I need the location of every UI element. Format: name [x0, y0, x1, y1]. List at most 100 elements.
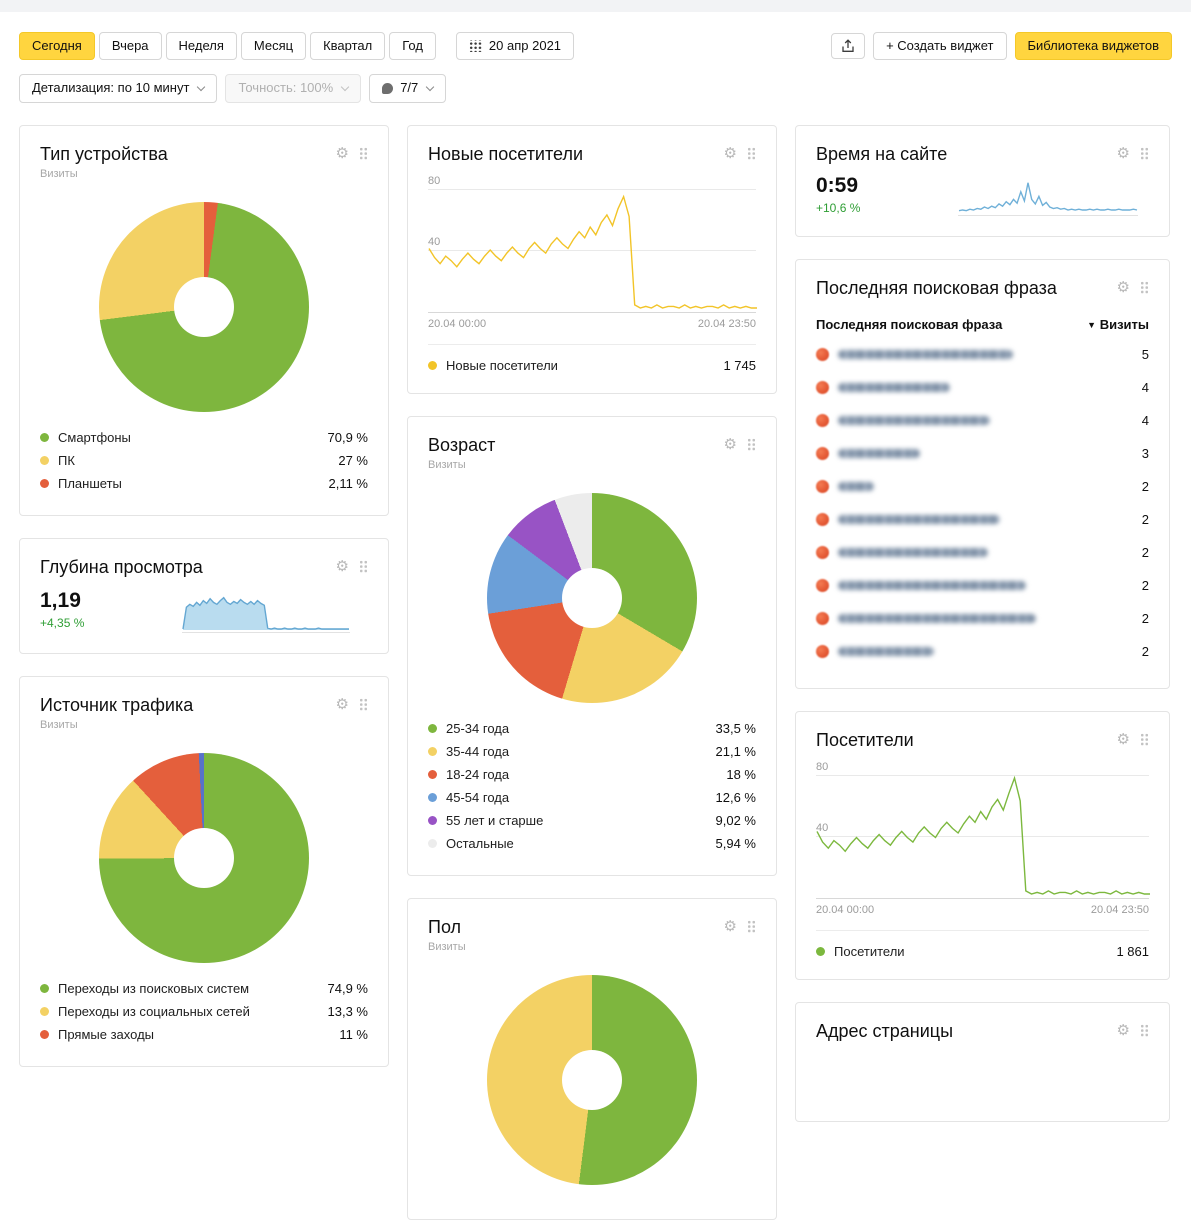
site-favicon-icon [816, 611, 829, 625]
period-button[interactable]: Месяц [240, 32, 307, 61]
widget-drag-handle-icon[interactable] [1140, 732, 1149, 746]
legend-value: 33,5 % [715, 720, 756, 736]
period-button[interactable]: Квартал [310, 32, 386, 61]
legend-item[interactable]: Остальные 5,94 % [428, 832, 756, 855]
widget-drag-handle-icon[interactable] [359, 697, 368, 711]
widget-settings-gear-icon[interactable]: ⚙ [723, 435, 737, 453]
legend-label: 55 лет и старше [446, 812, 544, 828]
legend-label: 18-24 года [446, 766, 510, 782]
date-picker-button[interactable]: 20 апр 2021 [455, 32, 575, 61]
widget-library-button[interactable]: Библиотека виджетов [1014, 32, 1172, 61]
board-column-2: Новые посетители ⚙ 80 40 20.04 00:00 20.… [407, 124, 777, 1220]
widget-drag-handle-icon[interactable] [747, 146, 756, 160]
widget-drag-handle-icon[interactable] [747, 919, 756, 933]
widget-settings-gear-icon[interactable]: ⚙ [723, 144, 737, 162]
legend-item[interactable]: Прямые заходы 11 % [40, 1023, 368, 1046]
legend-value: 13,3 % [327, 1003, 368, 1019]
period-button[interactable]: Год [389, 32, 436, 61]
search-phrase-row[interactable]: 4 [816, 371, 1149, 404]
x-start-label: 20.04 00:00 [428, 317, 487, 330]
toolbar-right: + Создать виджет Библиотека виджетов [831, 32, 1172, 61]
widget-settings-gear-icon[interactable]: ⚙ [335, 144, 349, 162]
widget-drag-handle-icon[interactable] [1140, 1023, 1149, 1037]
legend-value: 18 % [726, 766, 756, 782]
widget-settings-gear-icon[interactable]: ⚙ [335, 695, 349, 713]
new-visitors-legend[interactable]: Новые посетители 1 745 [428, 343, 756, 373]
legend-color-dot [428, 815, 437, 825]
widget-settings-gear-icon[interactable]: ⚙ [1116, 278, 1130, 296]
legend-label: Переходы из поисковых систем [58, 980, 250, 996]
legend-item[interactable]: Переходы из социальных сетей 13,3 % [40, 1000, 368, 1023]
legend-item[interactable]: Смартфоны 70,9 % [40, 426, 368, 449]
legend-item[interactable]: Переходы из поисковых систем 74,9 % [40, 977, 368, 1000]
legend-item[interactable]: 18-24 года 18 % [428, 763, 756, 786]
legend-label: Остальные [446, 835, 514, 851]
search-phrase-row[interactable]: 2 [816, 536, 1149, 569]
search-phrase-row[interactable]: 2 [816, 635, 1149, 668]
visitors-legend[interactable]: Посетители 1 861 [816, 929, 1149, 959]
age-donut-chart[interactable] [487, 492, 697, 703]
legend-value: 21,1 % [715, 743, 756, 759]
detalization-label: Детализация: по 10 минут [32, 80, 190, 96]
legend-color-dot [40, 983, 49, 993]
widget-settings-gear-icon[interactable]: ⚙ [1116, 144, 1130, 162]
legend-label: 45-54 года [446, 789, 510, 805]
phrase-visits-value: 2 [1141, 544, 1149, 560]
widget-drag-handle-icon[interactable] [359, 146, 368, 160]
search-phrase-row[interactable]: 2 [816, 470, 1149, 503]
secondary-toolbar: Детализация: по 10 минут Точность: 100% … [0, 60, 1191, 103]
detalization-dropdown[interactable]: Детализация: по 10 минут [19, 74, 218, 103]
traffic-source-donut-chart[interactable] [99, 752, 309, 963]
legend-item[interactable]: 35-44 года 21,1 % [428, 740, 756, 763]
column-header-phrase[interactable]: Последняя поисковая фраза [816, 316, 1003, 332]
redacted-phrase [838, 547, 988, 557]
y-tick-label: 80 [428, 174, 441, 187]
search-phrase-row[interactable]: 5 [816, 338, 1149, 371]
visits-header-label: Визиты [1099, 316, 1149, 332]
legend-label: Смартфоны [58, 429, 131, 445]
legend-item[interactable]: 45-54 года 12,6 % [428, 786, 756, 809]
widget-settings-gear-icon[interactable]: ⚙ [1116, 1021, 1130, 1039]
widget-traffic-source: Источник трафика ⚙ Визиты Переходы из по… [19, 675, 389, 1067]
widget-drag-handle-icon[interactable] [1140, 146, 1149, 160]
legend-item[interactable]: 55 лет и старше 9,02 % [428, 809, 756, 832]
search-phrase-row[interactable]: 2 [816, 503, 1149, 536]
legend-item[interactable]: Планшеты 2,11 % [40, 472, 368, 495]
age-legend: 25-34 года 33,5 % 35-44 года 21,1 % 18-24 го… [428, 717, 756, 855]
toolbar-left: Сегодня Вчера Неделя Месяц Квартал Год 20 апр… [19, 32, 575, 61]
create-widget-button[interactable]: + Создать виджет [873, 32, 1007, 61]
search-phrase-row[interactable]: 4 [816, 404, 1149, 437]
legend-color-dot [428, 769, 437, 779]
visitors-line-chart[interactable]: 80 40 [816, 761, 1150, 899]
widget-drag-handle-icon[interactable] [359, 559, 368, 573]
device-type-donut-chart[interactable] [99, 201, 309, 412]
redacted-phrase [838, 580, 1026, 590]
y-tick-label: 80 [816, 760, 829, 773]
widget-drag-handle-icon[interactable] [747, 437, 756, 451]
accuracy-dropdown[interactable]: Точность: 100% [225, 74, 362, 103]
column-header-visits[interactable]: ▼ Визиты [1087, 317, 1149, 332]
page-depth-delta: +4,35 % [40, 615, 85, 630]
page-depth-sparkline[interactable] [182, 586, 350, 633]
period-button[interactable]: Неделя [165, 32, 237, 61]
legend-color-dot [40, 1006, 49, 1016]
search-phrase-row[interactable]: 2 [816, 569, 1149, 602]
widget-settings-gear-icon[interactable]: ⚙ [1116, 730, 1130, 748]
goals-dropdown[interactable]: 7/7 [369, 74, 447, 103]
period-button[interactable]: Вчера [98, 32, 162, 61]
time-on-site-sparkline[interactable] [958, 173, 1138, 216]
search-phrase-row[interactable]: 2 [816, 602, 1149, 635]
gender-donut-chart[interactable] [487, 974, 697, 1185]
chevron-down-icon [426, 82, 435, 92]
legend-item[interactable]: 25-34 года 33,5 % [428, 717, 756, 740]
widget-settings-gear-icon[interactable]: ⚙ [723, 917, 737, 935]
new-visitors-line-chart[interactable]: 80 40 [428, 175, 757, 313]
search-phrase-row[interactable]: 3 [816, 437, 1149, 470]
widget-drag-handle-icon[interactable] [1140, 280, 1149, 294]
legend-color-dot [40, 432, 49, 442]
export-button[interactable] [831, 33, 866, 60]
phrase-visits-value: 5 [1141, 346, 1149, 362]
period-button[interactable]: Сегодня [19, 32, 95, 61]
legend-item[interactable]: ПК 27 % [40, 449, 368, 472]
widget-settings-gear-icon[interactable]: ⚙ [335, 557, 349, 575]
